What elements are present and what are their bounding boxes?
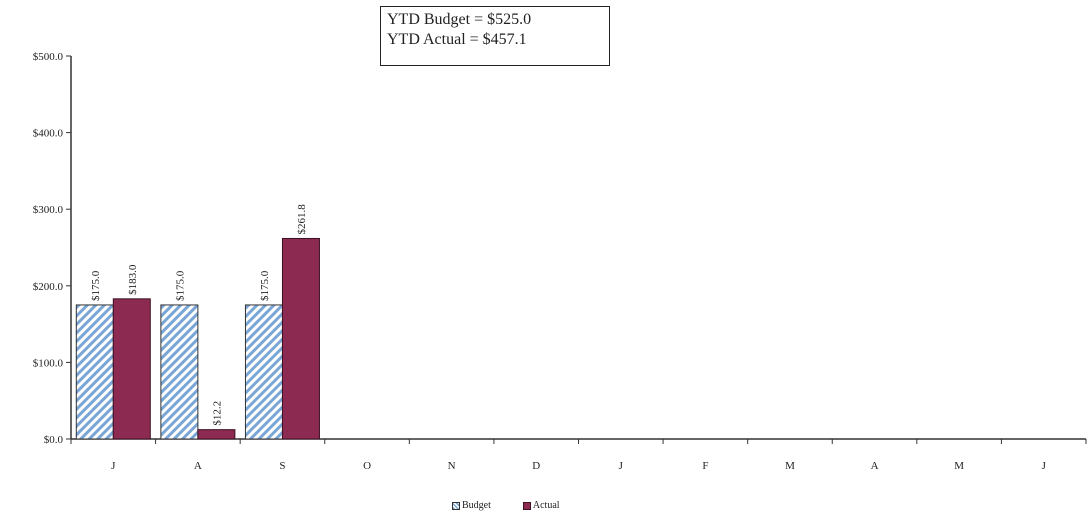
- data-label: $175.0: [259, 270, 271, 301]
- ytd-actual-text: YTD Actual = $457.1: [387, 31, 527, 48]
- y-tick-label: $500.0: [33, 51, 64, 63]
- y-tick-label: $300.0: [33, 204, 64, 216]
- x-tick-label: O: [363, 460, 371, 472]
- x-tick-label: F: [702, 460, 708, 472]
- actual-swatch-icon: [522, 501, 531, 510]
- x-tick-label: N: [448, 460, 456, 472]
- ytd-budget-text: YTD Budget = $525.0: [387, 11, 532, 28]
- x-tick-label: D: [532, 460, 540, 472]
- x-tick-label: J: [619, 460, 624, 472]
- x-tick-label: M: [954, 460, 964, 472]
- actual-bar: [197, 429, 236, 440]
- data-label: $12.2: [211, 401, 223, 426]
- data-label: $175.0: [90, 270, 102, 301]
- budget-bar: [160, 304, 199, 440]
- x-tick-label: J: [1042, 460, 1047, 472]
- x-tick-label: M: [785, 460, 795, 472]
- x-tick-label: A: [194, 460, 202, 472]
- y-tick-label: $0.0: [44, 434, 64, 446]
- axes: $0.0 $100.0 $200.0 $300.0 $400.0 $500.0 J A S O N D…: [33, 51, 1087, 472]
- x-tick-label: S: [279, 460, 285, 472]
- ytd-summary-box: YTD Budget = $525.0 YTD Actual = $457.1: [380, 6, 610, 66]
- legend-item-actual: Actual: [522, 500, 560, 511]
- data-label: $183.0: [127, 264, 139, 295]
- y-tick-label: $100.0: [33, 357, 64, 369]
- budget-bar: [244, 304, 283, 440]
- legend-label-budget: Budget: [462, 500, 491, 511]
- x-tick-label: A: [871, 460, 879, 472]
- legend-item-budget: Budget: [452, 500, 491, 511]
- legend-label-actual: Actual: [532, 500, 560, 511]
- x-tick-label: J: [111, 460, 116, 472]
- bars: [75, 237, 320, 440]
- actual-bar: [112, 298, 151, 440]
- y-tick-label: $200.0: [33, 281, 64, 293]
- budget-swatch-icon: [452, 501, 460, 510]
- y-tick-label: $400.0: [33, 128, 64, 140]
- data-label: $261.8: [296, 204, 308, 235]
- budget-bar: [75, 304, 114, 440]
- data-labels: $175.0 $183.0 $175.0 $12.2 $175.0 $261.8: [90, 204, 308, 426]
- actual-bar: [281, 237, 320, 440]
- data-label: $175.0: [174, 270, 186, 301]
- legend: Budget Actual: [452, 500, 560, 511]
